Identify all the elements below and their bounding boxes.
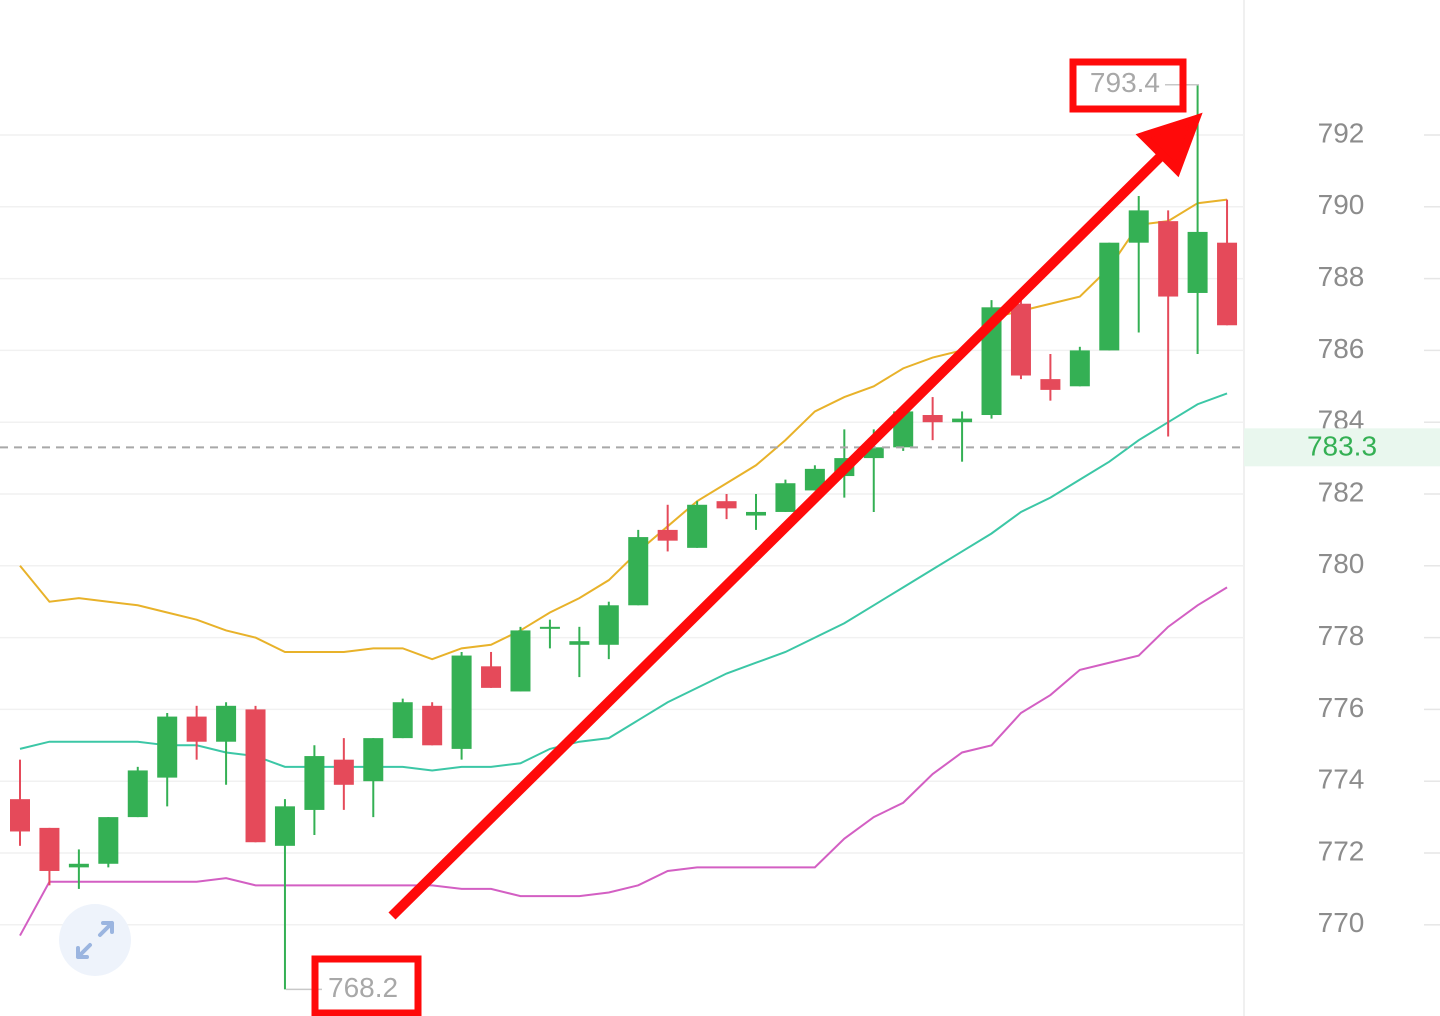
candle-body [186,716,207,742]
y-tick-label: 778 [1318,620,1365,651]
markers: 783.3 793.4 768.2 [0,67,1440,1003]
band-line [19,586,1228,937]
candle-body [10,799,30,832]
candle-body [1010,303,1031,376]
candle-body [598,605,619,645]
overlays [19,198,1228,937]
candle-body [952,418,973,423]
candle-body [216,705,237,742]
candle-body [392,702,413,739]
candle-body [746,511,766,516]
highlight-box [1069,58,1187,113]
candle-body [157,716,178,778]
candle-body [775,483,796,512]
drawn-annotation [311,58,1203,1016]
candle-body [68,863,89,868]
candle-body [1158,221,1179,297]
y-tick-label: 790 [1318,189,1365,220]
high-marker-label: 793.4 [1090,67,1160,98]
y-tick-label: 782 [1318,476,1365,507]
expand-button[interactable] [59,904,131,976]
candle-body [569,641,590,645]
candles [10,84,1238,990]
low-marker-label: 768.2 [328,972,398,1003]
candle-body [451,655,472,749]
candle-body [274,806,295,846]
highlight-box [311,955,422,1016]
y-tick-label: 786 [1318,333,1365,364]
candle-body [922,415,943,423]
grid [0,134,1440,926]
candle-body [39,827,60,871]
y-tick-label: 774 [1318,764,1365,795]
y-tick-label: 780 [1318,548,1365,579]
candle-body [1099,242,1120,351]
candle-body [804,468,825,491]
candle-body [333,759,354,785]
candle-body [363,738,384,782]
candle-body [1217,242,1238,326]
candle-body [657,529,678,541]
candle-body [539,626,560,629]
expand-bg [59,904,131,976]
candle-body [1069,350,1090,387]
candle-body [1128,210,1149,243]
candle-body [481,666,502,688]
candle-body [1040,379,1061,390]
candle-body [1187,231,1208,293]
y-tick-label: 792 [1318,117,1365,148]
candle-body [98,817,119,864]
candle-body [863,447,884,459]
arrow-head [1135,112,1203,178]
candle-body [687,504,708,548]
last-price-bg [1244,428,1440,467]
candle-body [510,630,531,692]
y-tick-label: 776 [1318,692,1365,723]
y-tick-label: 788 [1318,261,1365,292]
candle-body [127,770,148,818]
band-line [19,392,1228,772]
candle-body [628,537,649,606]
last-price-label: 783.3 [1307,431,1377,462]
arrow-shaft [388,153,1164,920]
candle-body [245,709,266,843]
candle-body [422,705,443,746]
y-tick-label: 770 [1318,907,1365,938]
candle-body [716,501,737,509]
y-tick-label: 772 [1318,835,1365,866]
expand-icon [76,921,114,959]
candle-body [304,756,325,810]
